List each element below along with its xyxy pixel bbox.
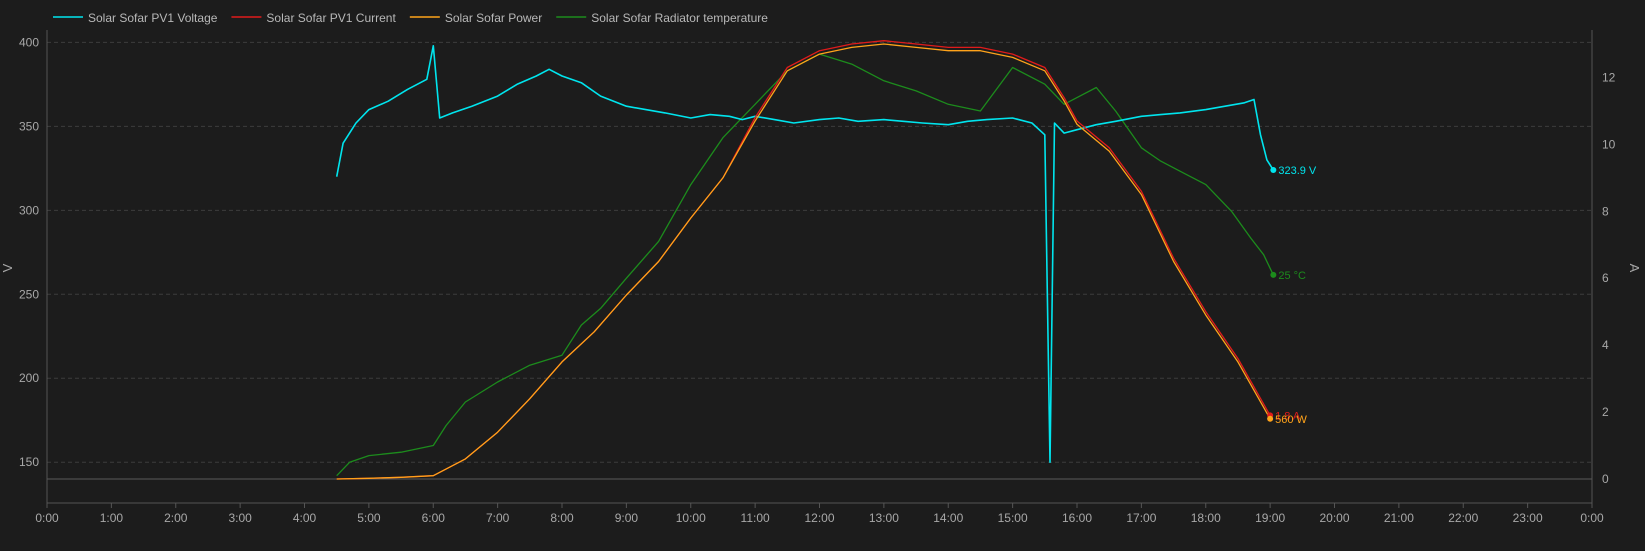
plot-area bbox=[335, 40, 1274, 480]
y-left-tick-label: 150 bbox=[19, 455, 39, 469]
x-tick-label: 11:00 bbox=[741, 511, 770, 525]
y-right-tick-label: 12 bbox=[1602, 70, 1616, 84]
series-line-4 bbox=[336, 53, 1274, 477]
x-tick-label: 7:00 bbox=[486, 511, 510, 525]
x-tick-label: 18:00 bbox=[1191, 511, 1221, 525]
y-left-tick-label: 300 bbox=[19, 203, 39, 217]
x-tick-label: 17:00 bbox=[1126, 511, 1156, 525]
x-tick-label: 20:00 bbox=[1319, 511, 1349, 525]
axes: 150 200 250 300 350 400 0 2 4 6 8 10 12 0:00 1:00 2:00 3… bbox=[0, 30, 1642, 525]
x-tick-label: 3:00 bbox=[228, 511, 252, 525]
y-right-tick-label: 8 bbox=[1602, 204, 1609, 218]
y-left-axis-title: V bbox=[0, 263, 15, 272]
y-left-tick-label: 250 bbox=[19, 287, 39, 301]
x-tick-label: 16:00 bbox=[1062, 511, 1092, 525]
x-tick-label: 2:00 bbox=[164, 511, 188, 525]
end-marker bbox=[1270, 167, 1277, 174]
legend-label: Solar Sofar Radiator temperature bbox=[591, 11, 768, 25]
x-tick-label: 0:00 bbox=[35, 511, 59, 525]
x-tick-label: 1:00 bbox=[100, 511, 124, 525]
end-value-label: 1.8 A bbox=[1275, 410, 1301, 422]
legend-label: Solar Sofar PV1 Voltage bbox=[88, 11, 218, 25]
x-tick-label: 21:00 bbox=[1384, 511, 1414, 525]
legend-label: Solar Sofar PV1 Current bbox=[266, 11, 396, 25]
x-tick-label: 6:00 bbox=[422, 511, 446, 525]
x-tick-label: 13:00 bbox=[869, 511, 899, 525]
y-right-tick-label: 4 bbox=[1602, 338, 1609, 352]
y-right-tick-label: 6 bbox=[1602, 271, 1609, 285]
legend-label: Solar Sofar Power bbox=[445, 11, 542, 25]
x-tick-label: 9:00 bbox=[615, 511, 639, 525]
x-tick-label: 12:00 bbox=[804, 511, 834, 525]
x-tick-label: 23:00 bbox=[1513, 511, 1543, 525]
y-right-tick-label: 0 bbox=[1602, 472, 1609, 486]
x-tick-label: 8:00 bbox=[550, 511, 574, 525]
end-marker bbox=[1267, 415, 1274, 422]
y-right-axis-title: A bbox=[1627, 264, 1642, 273]
y-right-tick-label: 2 bbox=[1602, 405, 1609, 419]
y-left-tick-label: 400 bbox=[19, 35, 39, 49]
x-tick-label: 0:00 bbox=[1580, 511, 1604, 525]
x-tick-label: 5:00 bbox=[357, 511, 381, 525]
x-tick-label: 22:00 bbox=[1448, 511, 1478, 525]
series-line-3 bbox=[336, 43, 1271, 480]
end-value-label: 323.9 V bbox=[1278, 165, 1317, 177]
legend: Solar Sofar PV1 Voltage Solar Sofar PV1 C… bbox=[53, 11, 768, 25]
x-tick-label: 4:00 bbox=[293, 511, 317, 525]
x-tick-label: 10:00 bbox=[676, 511, 706, 525]
y-left-tick-label: 350 bbox=[19, 119, 39, 133]
end-marker bbox=[1270, 271, 1277, 278]
x-tick-label: 19:00 bbox=[1255, 511, 1285, 525]
x-tick-label: 14:00 bbox=[933, 511, 963, 525]
grid-lines bbox=[47, 41, 1592, 480]
series-line-1 bbox=[335, 44, 1274, 464]
y-right-tick-label: 10 bbox=[1602, 137, 1616, 151]
end-value-label: 560 W bbox=[1275, 414, 1307, 426]
y-left-tick-label: 200 bbox=[19, 371, 39, 385]
end-value-label: 25 °C bbox=[1278, 270, 1306, 282]
x-tick-label: 15:00 bbox=[998, 511, 1028, 525]
